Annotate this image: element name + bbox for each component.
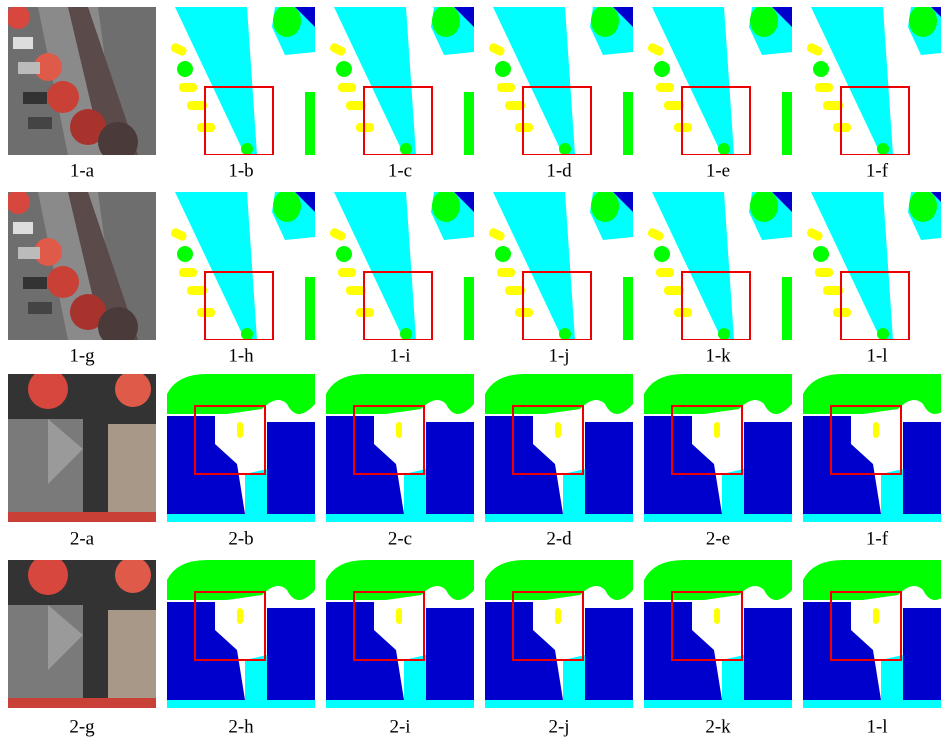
figure: 1-a 1-b 1-c 1-d 1-e 1-f 1-g 1-h 1-i 1-j 1-k 1-l 2-a 2… <box>0 0 941 741</box>
segmentation-map <box>326 190 474 340</box>
panel-label: 2-b <box>228 528 253 549</box>
panel-label: 2-k <box>705 716 731 737</box>
segmentation-map <box>803 374 941 522</box>
segmentation-map <box>803 5 941 155</box>
panel-label: 1-f <box>866 528 889 549</box>
segmentation-map <box>167 5 315 155</box>
panel-label: 1-g <box>69 345 95 366</box>
input-image <box>8 555 156 708</box>
panel-label: 1-f <box>866 160 889 181</box>
panel-label: 2-i <box>389 716 410 737</box>
panel-label: 1-l <box>866 716 887 737</box>
segmentation-map <box>644 190 792 340</box>
panel-label: 1-j <box>548 345 569 366</box>
panel-label: 1-a <box>70 160 95 181</box>
panel-label: 1-c <box>388 160 412 181</box>
panel-label: 2-a <box>70 528 95 549</box>
segmentation-map <box>485 374 633 522</box>
input-image <box>6 190 156 347</box>
image-grid: 1-a 1-b 1-c 1-d 1-e 1-f 1-g 1-h 1-i 1-j 1-k 1-l 2-a 2… <box>6 5 941 737</box>
panel-label: 1-b <box>228 160 253 181</box>
segmentation-map <box>326 5 474 155</box>
panel-label: 1-e <box>706 160 730 181</box>
panel-label: 2-g <box>69 716 95 737</box>
segmentation-map <box>644 560 792 708</box>
panel-label: 1-d <box>546 160 572 181</box>
segmentation-map <box>485 5 633 155</box>
segmentation-map <box>167 190 315 340</box>
segmentation-map <box>326 560 474 708</box>
segmentation-map <box>326 374 474 522</box>
panel-label: 1-h <box>228 345 254 366</box>
segmentation-map <box>644 5 792 155</box>
segmentation-map <box>167 374 315 522</box>
segmentation-map <box>485 560 633 708</box>
panel-label: 2-j <box>548 716 569 737</box>
segmentation-map <box>644 374 792 522</box>
panel-label: 2-e <box>706 528 730 549</box>
segmentation-map <box>803 560 941 708</box>
panel-label: 2-c <box>388 528 412 549</box>
segmentation-map <box>167 560 315 708</box>
input-image <box>8 369 156 522</box>
panel-label: 1-i <box>389 345 410 366</box>
panel-label: 2-d <box>546 528 572 549</box>
segmentation-map <box>485 190 633 340</box>
panel-label: 2-h <box>228 716 254 737</box>
panel-label: 1-k <box>705 345 731 366</box>
panel-label: 1-l <box>866 345 887 366</box>
input-image <box>6 5 156 162</box>
segmentation-map <box>803 190 941 340</box>
